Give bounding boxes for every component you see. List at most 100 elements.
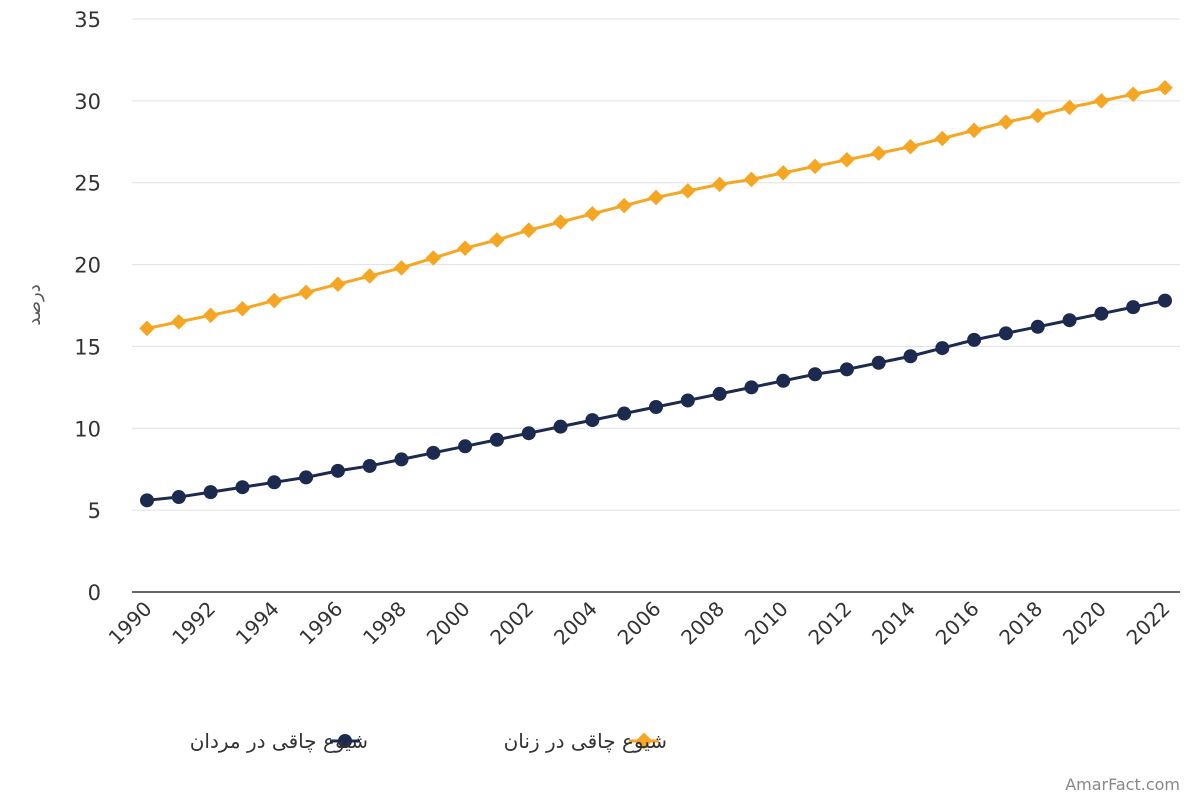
x-tick-label: 1996 — [294, 597, 347, 650]
x-tick-label: 2008 — [676, 597, 729, 650]
y-axis-label: درصد — [24, 284, 45, 325]
y-tick-label: 10 — [74, 417, 101, 441]
x-tick-label: 1994 — [231, 597, 284, 650]
y-axis-ticks: 0 5 10 15 20 25 30 35 — [74, 8, 101, 605]
x-tick-label: 2002 — [485, 597, 538, 650]
x-tick-label: 2010 — [740, 597, 793, 650]
series-women — [139, 79, 1173, 337]
x-tick-label: 2020 — [1058, 597, 1111, 650]
series-men — [140, 293, 1172, 508]
data-point — [902, 138, 919, 155]
data-point — [744, 380, 759, 395]
x-tick-label: 2018 — [994, 597, 1047, 650]
data-point — [808, 367, 823, 382]
legend-label-men: شیوع چاقی در مردان — [190, 729, 368, 753]
x-tick-label: 1990 — [104, 597, 157, 650]
series-group — [139, 79, 1173, 508]
x-tick-label: 2004 — [549, 597, 602, 650]
data-point — [140, 493, 154, 508]
data-point — [1061, 99, 1078, 116]
data-point — [934, 130, 951, 147]
legend: شیوع چاقی در مردان شیوع چاقی در زنان — [190, 729, 667, 753]
data-point — [171, 314, 187, 330]
data-point — [330, 276, 346, 292]
legend-marker-men — [338, 734, 352, 748]
x-tick-label: 2016 — [931, 597, 984, 650]
data-point — [330, 463, 345, 478]
data-point — [202, 307, 219, 324]
data-point — [361, 268, 378, 284]
y-tick-label: 0 — [88, 581, 101, 605]
data-point — [839, 152, 855, 168]
data-point — [1158, 293, 1172, 308]
data-point — [552, 214, 569, 230]
data-point — [870, 145, 887, 162]
data-point — [711, 176, 728, 193]
x-tick-label: 2012 — [803, 597, 856, 650]
data-point — [489, 432, 504, 447]
data-point — [775, 165, 792, 181]
data-point — [871, 355, 886, 370]
legend-marker-women — [635, 732, 653, 750]
y-tick-label: 15 — [74, 335, 101, 359]
data-point — [1157, 79, 1173, 96]
data-point — [616, 197, 632, 214]
data-point — [1094, 306, 1109, 321]
data-point — [266, 292, 283, 309]
x-tick-label: 2022 — [1122, 597, 1175, 650]
data-point — [235, 480, 250, 495]
data-point — [362, 458, 377, 473]
data-point — [584, 206, 601, 222]
watermark: AmarFact.com — [1065, 775, 1180, 794]
y-tick-label: 5 — [88, 499, 101, 523]
x-tick-label: 1992 — [167, 597, 220, 650]
data-point — [267, 475, 282, 490]
data-point — [458, 439, 473, 454]
data-point — [680, 183, 696, 199]
x-tick-label: 2006 — [613, 597, 666, 650]
data-point — [425, 250, 442, 266]
data-point — [712, 386, 727, 401]
y-tick-label: 30 — [74, 90, 101, 114]
data-point — [298, 284, 314, 301]
data-point — [743, 171, 760, 188]
data-point — [967, 332, 982, 347]
data-point — [776, 373, 791, 388]
data-point — [489, 232, 505, 248]
data-point — [171, 490, 186, 505]
data-point — [426, 445, 441, 460]
data-point — [457, 240, 473, 256]
data-point — [521, 426, 536, 441]
data-point — [299, 470, 314, 485]
gridlines — [132, 18, 1180, 511]
data-point — [903, 349, 918, 364]
legend-item-women: شیوع چاقی در زنان — [504, 729, 667, 753]
data-point — [394, 452, 409, 467]
data-point — [617, 406, 632, 421]
data-point — [520, 222, 537, 238]
x-tick-label: 2014 — [867, 597, 920, 650]
data-point — [998, 114, 1014, 130]
data-point — [649, 400, 663, 415]
data-point — [1062, 313, 1077, 328]
y-tick-label: 35 — [74, 8, 101, 32]
x-tick-label: 1998 — [358, 597, 411, 650]
data-point — [553, 419, 568, 434]
y-tick-label: 25 — [74, 172, 101, 196]
data-point — [680, 393, 695, 408]
legend-label-women: شیوع چاقی در زنان — [504, 729, 667, 753]
y-tick-label: 20 — [74, 254, 101, 278]
data-point — [393, 260, 410, 276]
legend-item-men: شیوع چاقی در مردان — [190, 729, 368, 753]
data-point — [234, 300, 251, 317]
data-point — [1125, 86, 1141, 103]
data-point — [585, 413, 600, 428]
data-point — [139, 320, 155, 337]
data-point — [807, 158, 823, 175]
data-point — [1030, 319, 1045, 334]
data-point — [935, 341, 950, 356]
data-point — [1093, 93, 1110, 109]
data-point — [966, 122, 982, 139]
data-point — [648, 189, 664, 206]
